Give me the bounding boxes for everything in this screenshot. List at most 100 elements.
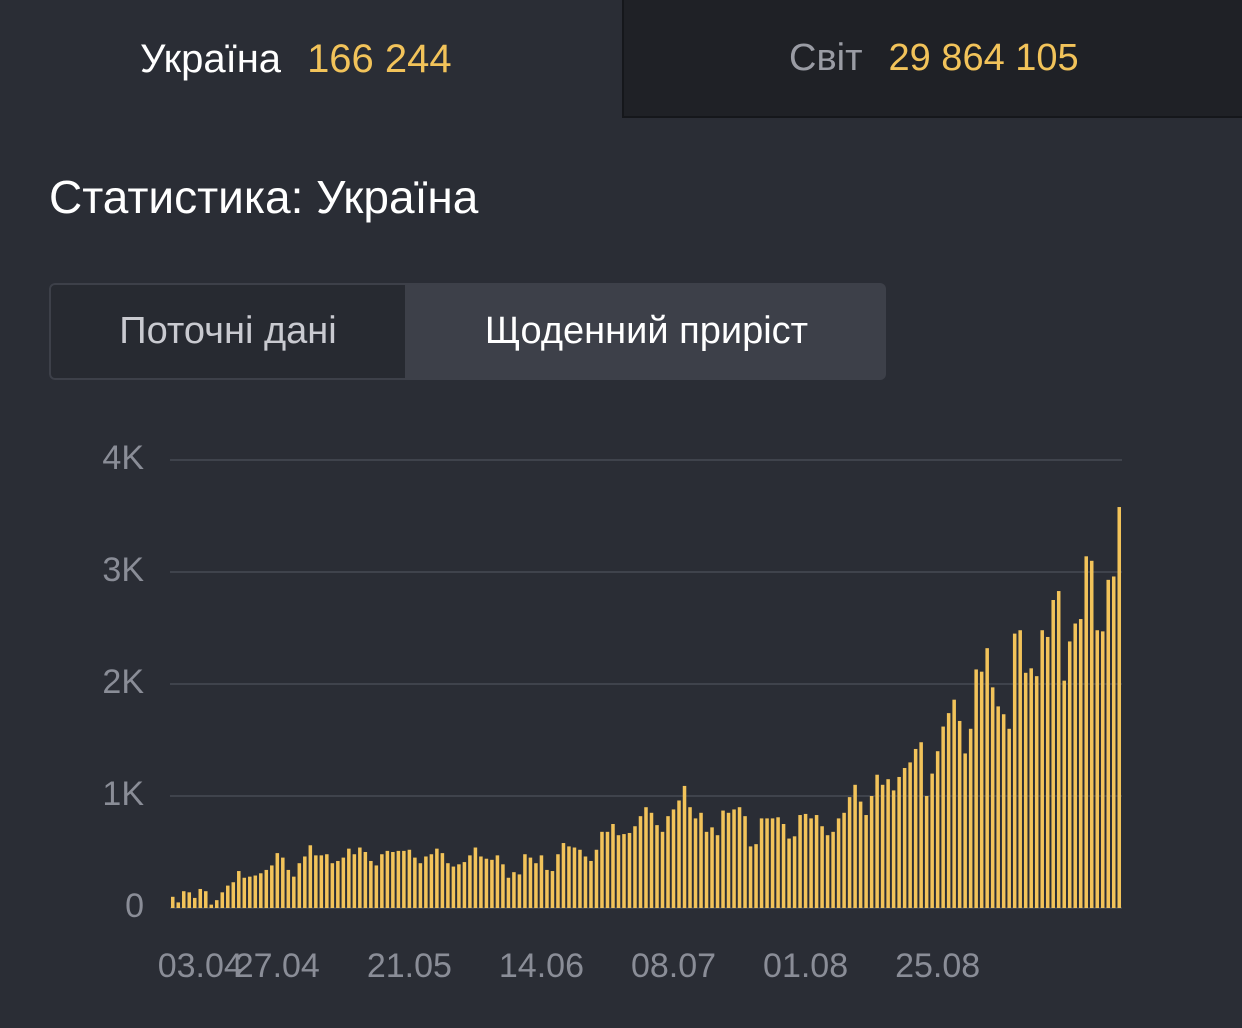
bar <box>814 815 819 908</box>
bar <box>787 838 791 908</box>
bar <box>1029 668 1033 908</box>
bar <box>699 812 703 908</box>
heading: Статистика: Україна <box>49 171 479 223</box>
tab[interactable]: Світ 29 864 105 <box>622 0 1242 118</box>
bar <box>462 862 467 908</box>
bar <box>743 816 747 908</box>
bar <box>391 852 395 908</box>
bar <box>396 850 401 908</box>
bar <box>550 871 555 908</box>
bar <box>369 860 373 908</box>
bar <box>435 848 439 908</box>
bar <box>292 876 296 908</box>
bar <box>380 854 384 908</box>
bar <box>1078 619 1083 908</box>
bar <box>875 774 879 908</box>
bar <box>594 849 599 908</box>
bar <box>985 648 989 908</box>
bar <box>490 859 494 908</box>
bar <box>858 801 863 908</box>
bar <box>710 827 714 908</box>
bar <box>715 835 720 908</box>
bar <box>259 873 263 908</box>
bar <box>589 860 593 908</box>
bar <box>732 809 736 908</box>
x-tick-label: 21.05 <box>367 947 452 985</box>
bar <box>1034 676 1039 908</box>
bar <box>281 857 285 908</box>
x-tick-label: 03.04 <box>158 947 243 985</box>
bar <box>1106 579 1111 908</box>
bar <box>176 902 181 908</box>
bar <box>1040 630 1044 908</box>
bar <box>429 854 434 908</box>
bar <box>517 874 522 908</box>
bar <box>941 726 945 908</box>
bar <box>820 826 824 908</box>
bar <box>842 812 846 908</box>
bar <box>748 846 753 908</box>
bar <box>809 818 813 908</box>
bar <box>220 892 225 908</box>
bar <box>170 896 175 908</box>
bar <box>1089 560 1094 908</box>
bar <box>897 776 901 908</box>
bar <box>930 773 934 908</box>
bar <box>501 864 505 908</box>
x-tick-label: 08.07 <box>631 947 716 985</box>
x-tick-label: 01.08 <box>763 947 848 985</box>
bar <box>638 816 643 908</box>
bar <box>407 849 412 908</box>
bar <box>297 863 302 908</box>
toggle-option[interactable]: Поточні дані <box>49 283 407 380</box>
bar <box>231 882 236 908</box>
bar <box>600 831 604 908</box>
bar <box>671 809 676 908</box>
bar <box>413 857 417 908</box>
bar <box>330 863 335 908</box>
bar <box>952 699 956 908</box>
bar <box>567 846 571 908</box>
bar <box>754 844 758 908</box>
bar <box>1012 633 1017 908</box>
bar <box>622 834 626 908</box>
tab[interactable]: Україна 166 244 <box>0 0 622 118</box>
bar <box>605 831 610 908</box>
bar <box>792 836 797 908</box>
bar <box>902 768 907 908</box>
bar <box>721 810 725 908</box>
toggle-option[interactable]: Щоденний приріст <box>407 283 886 380</box>
bar <box>633 826 637 908</box>
bar <box>1100 631 1105 908</box>
bar <box>1117 507 1122 908</box>
bar <box>484 858 489 908</box>
bar <box>1023 672 1028 908</box>
bar <box>578 849 582 908</box>
bar <box>561 843 566 908</box>
bar <box>776 817 780 908</box>
bar <box>1056 591 1061 908</box>
bar <box>237 871 241 908</box>
bar <box>583 856 588 908</box>
bar <box>847 797 852 908</box>
bar <box>853 784 857 908</box>
bar <box>314 855 318 908</box>
bar <box>215 900 219 908</box>
bar <box>798 815 802 908</box>
bar <box>336 860 340 908</box>
bar <box>270 865 274 908</box>
bar <box>704 831 709 908</box>
bar <box>979 671 984 908</box>
bar <box>374 865 379 908</box>
bar <box>880 784 885 908</box>
bar <box>418 863 423 908</box>
bar <box>512 872 516 908</box>
bar <box>545 869 549 908</box>
bar <box>358 847 362 908</box>
bar <box>347 848 351 908</box>
bar <box>655 825 659 908</box>
bar <box>644 807 648 908</box>
bar <box>968 728 973 908</box>
bar <box>1001 714 1006 908</box>
